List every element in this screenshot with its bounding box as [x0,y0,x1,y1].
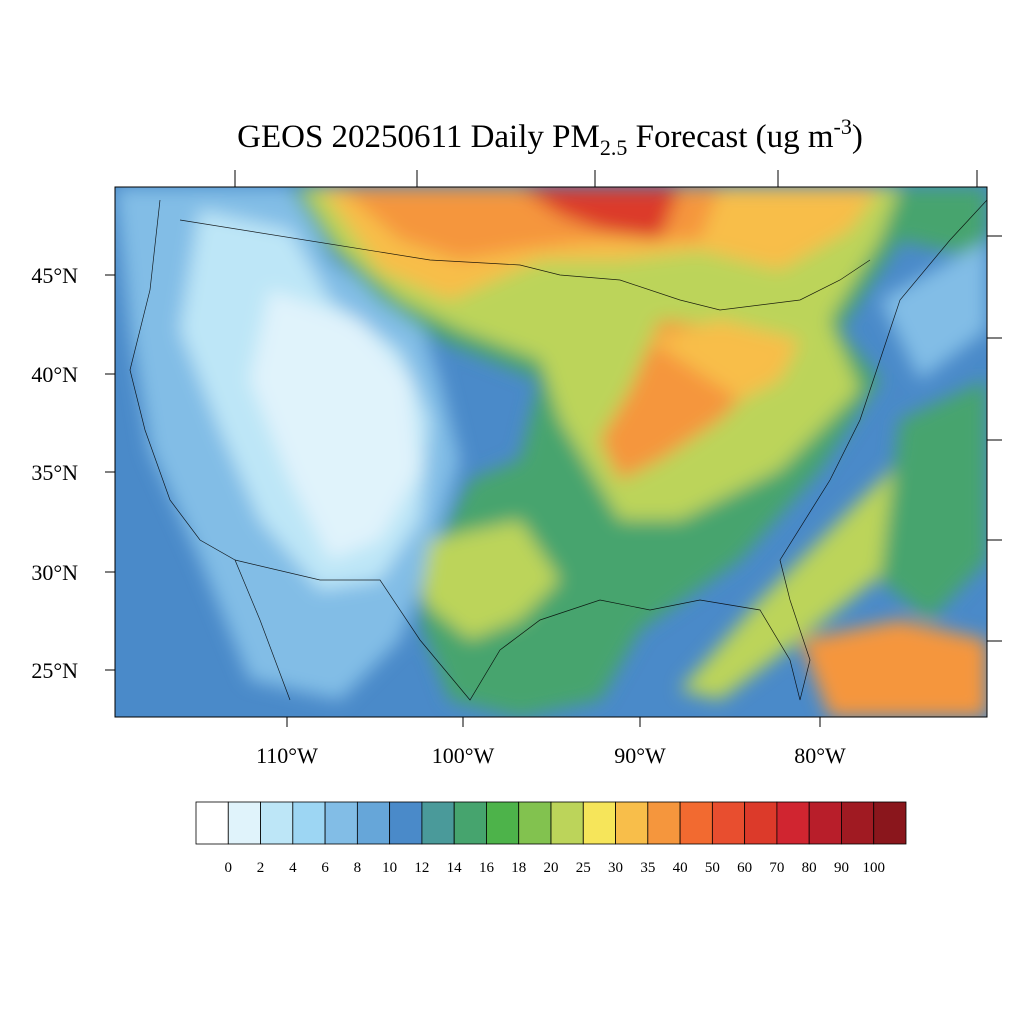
colorbar-swatch [292,801,326,845]
colorbar-label: 12 [414,860,429,876]
colorbar-swatch [486,801,520,845]
lon-label: 110°W [256,743,318,768]
title-mid: Forecast (ug m [627,119,834,155]
title: GEOS 20250611 Daily PM2.5 Forecast (ug m… [237,114,863,160]
colorbar-swatch [841,801,875,845]
colorbar-label: 6 [321,860,329,876]
colorbar-swatch [421,801,455,845]
colorbar-swatch [582,801,616,845]
colorbar-label: 14 [447,860,463,876]
colorbar-label: 0 [225,860,233,876]
map-frame [114,186,988,718]
colorbar-swatch [550,801,584,845]
lon-label: 100°W [432,743,495,768]
colorbar: 0 2 4 6 8 10 12 14 16 18 20 25 30 35 40 50 60 70 80 90 100 [195,801,907,876]
colorbar-label: 80 [802,860,817,876]
colorbar-swatch [324,801,358,845]
title-end: ) [852,119,863,155]
colorbar-label: 2 [257,860,265,876]
colorbar-label: 100 [862,860,885,876]
colorbar-label: 70 [769,860,784,876]
lon-label: 80°W [794,743,846,768]
colorbar-label: 30 [608,860,623,876]
colorbar-label: 16 [479,860,495,876]
colorbar-label: 35 [640,860,655,876]
title-subscript: 2.5 [600,135,628,160]
colorbar-swatch [711,801,746,845]
colorbar-swatch [776,801,810,845]
colorbar-swatch [389,801,423,845]
colorbar-label: 4 [289,860,297,876]
colorbar-swatch [518,801,552,845]
colorbar-label: 50 [705,860,720,876]
lat-label: 40°N [31,362,78,387]
colorbar-swatch [615,801,649,845]
colorbar-label: 25 [576,860,591,876]
colorbar-swatch [647,801,681,845]
colorbar-swatch [453,801,487,845]
colorbar-label: 18 [511,860,526,876]
colorbar-label: 40 [673,860,688,876]
colorbar-swatch [227,801,261,845]
lon-label: 90°W [614,743,666,768]
axis-labels: 45°N 40°N 35°N 30°N 25°N 110°W 100°W 90°W 80°W [31,263,846,768]
title-main: GEOS 20250611 Daily PM [237,119,600,155]
lat-label: 30°N [31,560,78,585]
colorbar-swatch [808,801,842,845]
colorbar-label: 90 [834,860,849,876]
lat-label: 35°N [31,460,78,485]
title-superscript: -3 [834,114,852,139]
pm25-field [115,187,987,717]
colorbar-label: 20 [544,860,559,876]
colorbar-swatch [744,801,778,845]
colorbar-label: 60 [737,860,752,876]
colorbar-swatch [679,801,713,845]
lat-label: 45°N [31,263,78,288]
colorbar-label: 8 [354,860,362,876]
graticule-ticks [105,170,1002,727]
colorbar-swatch [356,801,391,845]
colorbar-swatch [260,801,294,845]
lat-label: 25°N [31,658,78,683]
colorbar-label: 10 [382,860,397,876]
colorbar-swatch [195,801,229,845]
colorbar-swatch [873,801,907,845]
